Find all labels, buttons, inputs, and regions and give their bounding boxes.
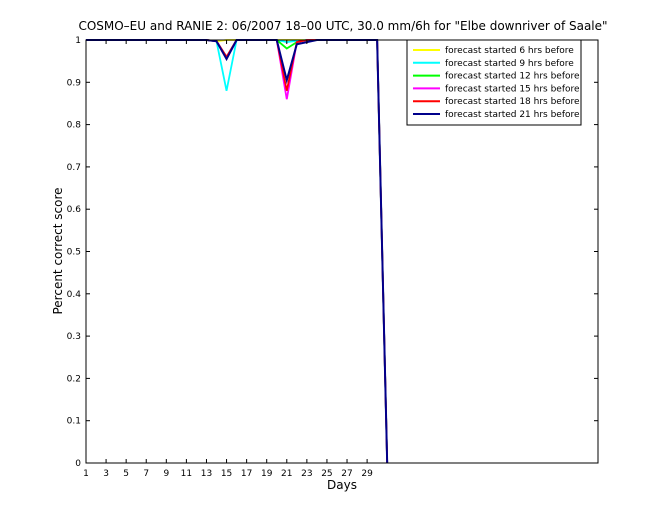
y-tick-label: 0.7 [67, 163, 81, 173]
y-tick-label: 0 [75, 459, 81, 469]
y-tick-label: 0.4 [67, 290, 82, 300]
y-tick-label: 0.1 [67, 417, 81, 427]
y-tick-label: 0.2 [67, 374, 81, 384]
x-axis-label: Days [327, 478, 357, 492]
y-tick-label: 0.9 [67, 78, 82, 88]
legend-label-6: forecast started 21 hrs before [445, 110, 580, 120]
x-tick-label: 15 [221, 469, 232, 479]
x-tick-label: 19 [261, 469, 273, 479]
y-tick-label: 0.3 [67, 332, 81, 342]
legend-box [406, 39, 582, 126]
y-tick-label: 0.5 [67, 248, 81, 258]
x-tick-label: 3 [103, 469, 109, 479]
x-tick-label: 1 [83, 469, 89, 479]
x-tick-label: 11 [181, 469, 192, 479]
y-tick-label: 1 [75, 36, 81, 46]
x-tick-label: 5 [123, 469, 129, 479]
x-tick-label: 21 [281, 469, 292, 479]
tick-layer: 1 3 5 7 9 11 13 15 17 19 21 23 25 27 2900.10.20.30.40.… [67, 36, 598, 479]
x-tick-label: 27 [341, 469, 352, 479]
legend-label-3: forecast started 12 hrs before [445, 72, 580, 82]
legend-label-4: forecast started 15 hrs before [445, 84, 580, 94]
legend: forecast started 6 hrs before forecast st… [406, 39, 582, 126]
x-tick-label: 29 [361, 469, 373, 479]
y-axis-label: Percent correct score [51, 187, 65, 314]
legend-label-5: forecast started 18 hrs before [445, 97, 580, 107]
x-tick-label: 13 [201, 469, 212, 479]
chart-title: COSMO–EU and RANIE 2: 06/2007 18–00 UTC,… [78, 19, 607, 33]
x-tick-label: 9 [163, 469, 169, 479]
legend-label-1: forecast started 6 hrs before [445, 46, 574, 56]
legend-label-2: forecast started 9 hrs before [445, 59, 574, 69]
x-tick-label: 23 [301, 469, 312, 479]
x-tick-label: 17 [241, 469, 252, 479]
x-tick-label: 7 [143, 469, 149, 479]
x-tick-label: 25 [321, 469, 332, 479]
y-tick-label: 0.6 [67, 205, 82, 215]
y-tick-label: 0.8 [67, 121, 82, 131]
